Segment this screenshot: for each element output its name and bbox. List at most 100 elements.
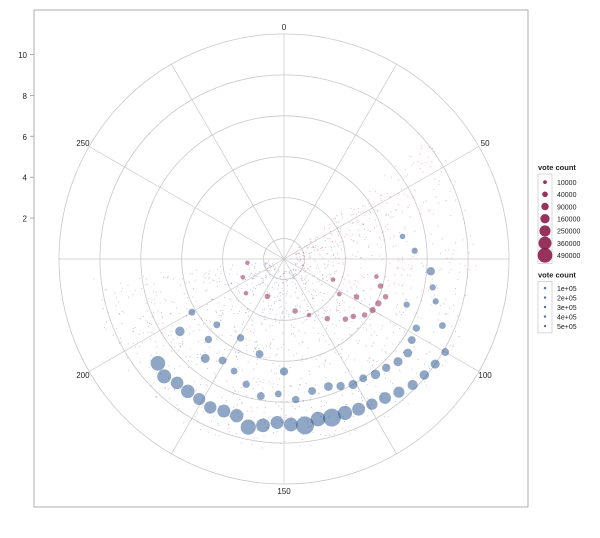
background-dot — [304, 283, 306, 285]
background-dot — [241, 402, 243, 404]
background-dot — [388, 416, 390, 418]
background-dot — [422, 171, 424, 173]
background-dot — [392, 246, 394, 248]
background-dot — [381, 259, 383, 261]
background-dot — [331, 240, 333, 242]
background-dot — [305, 283, 307, 285]
background-dot — [127, 284, 129, 286]
background-dot — [282, 282, 284, 284]
background-dot — [309, 373, 311, 375]
background-dot — [398, 193, 400, 195]
background-dot — [216, 281, 218, 283]
background-dot — [395, 305, 397, 308]
background-dot — [385, 276, 387, 278]
background-dot — [275, 354, 277, 356]
background-dot — [419, 153, 421, 155]
background-dot — [254, 287, 257, 290]
background-dot — [291, 385, 293, 387]
background-dot — [154, 340, 157, 343]
background-dot — [312, 245, 314, 247]
grid-spoke — [283, 146, 480, 260]
background-dot — [171, 300, 173, 303]
background-dot — [338, 344, 340, 346]
background-dot — [261, 381, 263, 383]
background-dot — [352, 240, 354, 242]
background-dot — [309, 266, 311, 268]
background-dot — [448, 307, 450, 309]
background-dot — [298, 388, 300, 390]
background-dot — [279, 293, 281, 295]
background-dot — [394, 274, 396, 276]
background-dot — [179, 285, 182, 287]
background-dot — [218, 335, 220, 337]
background-dot — [212, 279, 214, 281]
data-point — [352, 402, 366, 416]
background-dot — [440, 268, 442, 270]
background-dot — [263, 435, 265, 437]
background-dot — [237, 300, 239, 302]
data-point — [412, 324, 420, 332]
background-dot — [263, 318, 265, 321]
background-dot — [291, 405, 293, 407]
background-dot — [264, 284, 266, 286]
background-dot — [123, 312, 125, 314]
background-dot — [272, 432, 275, 434]
background-dot — [454, 181, 456, 183]
background-dot — [136, 352, 138, 355]
background-dot — [262, 281, 264, 283]
background-dot — [286, 279, 288, 281]
background-dot — [390, 176, 392, 178]
data-point — [426, 267, 435, 276]
background-dot — [448, 271, 450, 273]
data-point — [379, 392, 391, 404]
data-point — [264, 293, 271, 300]
background-dot — [321, 283, 323, 285]
legends: vote count 10000 40000 90000 160000 250000 360… — [537, 163, 580, 334]
background-dot — [293, 333, 295, 335]
background-dot — [365, 345, 367, 347]
background-dot — [281, 312, 284, 314]
background-dot — [218, 314, 220, 316]
background-dot — [163, 276, 165, 278]
background-dot — [279, 307, 281, 309]
background-dot — [186, 315, 188, 317]
background-dot — [228, 290, 230, 292]
background-dot — [319, 247, 321, 250]
background-dot — [350, 208, 352, 210]
background-dot — [275, 402, 277, 404]
background-dot — [228, 424, 230, 426]
background-dot — [431, 148, 433, 150]
background-dot — [309, 445, 311, 447]
background-dot — [280, 278, 282, 280]
background-dot — [365, 329, 367, 331]
background-dot — [352, 221, 354, 224]
background-dot — [299, 305, 301, 308]
background-dot — [351, 370, 353, 372]
background-dot — [276, 281, 278, 283]
background-dot — [440, 253, 442, 255]
background-dot — [360, 393, 362, 395]
data-point — [204, 401, 217, 414]
background-dot — [306, 268, 309, 270]
background-dot — [250, 273, 252, 275]
background-dot — [272, 386, 274, 389]
background-dot — [154, 303, 156, 305]
background-dot — [417, 359, 419, 361]
background-dot — [355, 214, 358, 216]
data-point — [377, 283, 384, 289]
background-dot — [264, 291, 266, 293]
legend-key — [541, 202, 549, 211]
background-dot — [214, 374, 216, 376]
background-dot — [128, 296, 130, 298]
background-dot — [304, 332, 306, 334]
background-dot — [333, 254, 335, 256]
background-dot — [379, 237, 381, 239]
background-dot — [229, 273, 231, 275]
background-dot — [228, 423, 230, 425]
background-dot — [294, 268, 296, 270]
background-dot — [224, 349, 226, 351]
background-dot — [356, 219, 359, 221]
background-dot — [330, 274, 332, 276]
background-dot — [346, 359, 348, 361]
background-dot — [404, 169, 406, 171]
